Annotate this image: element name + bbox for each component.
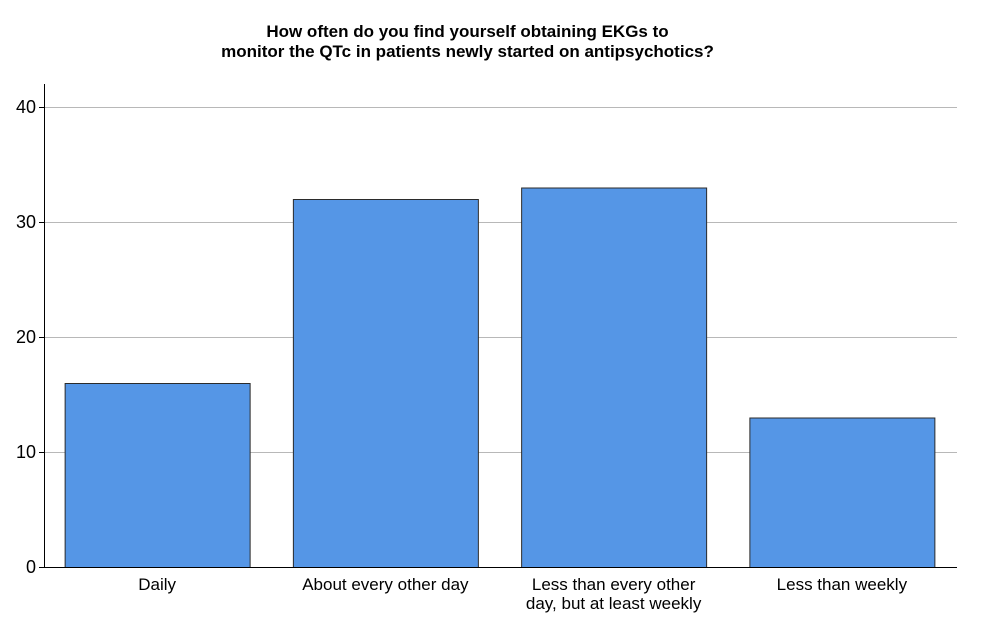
- x-category-label: Less than weekly: [777, 575, 908, 594]
- bar: [749, 417, 936, 568]
- bar: [292, 199, 479, 568]
- y-tick-label: 10: [16, 442, 36, 462]
- x-category-label: Daily: [138, 575, 176, 594]
- y-tick-label: 40: [16, 97, 36, 117]
- y-tick-label: 30: [16, 212, 36, 232]
- y-tick-label: 0: [26, 557, 36, 577]
- y-tick-label: 20: [16, 327, 36, 347]
- bar: [64, 383, 251, 568]
- x-category-label: About every other day: [302, 575, 469, 594]
- bar: [521, 187, 708, 568]
- x-category-label: day, but at least weekly: [526, 594, 702, 613]
- chart-title: How often do you find yourself obtaining…: [0, 22, 935, 62]
- chart-title-line-2: monitor the QTc in patients newly starte…: [221, 42, 714, 61]
- x-category-label: Less than every other: [532, 575, 696, 594]
- chart-title-line-1: How often do you find yourself obtaining…: [266, 22, 669, 41]
